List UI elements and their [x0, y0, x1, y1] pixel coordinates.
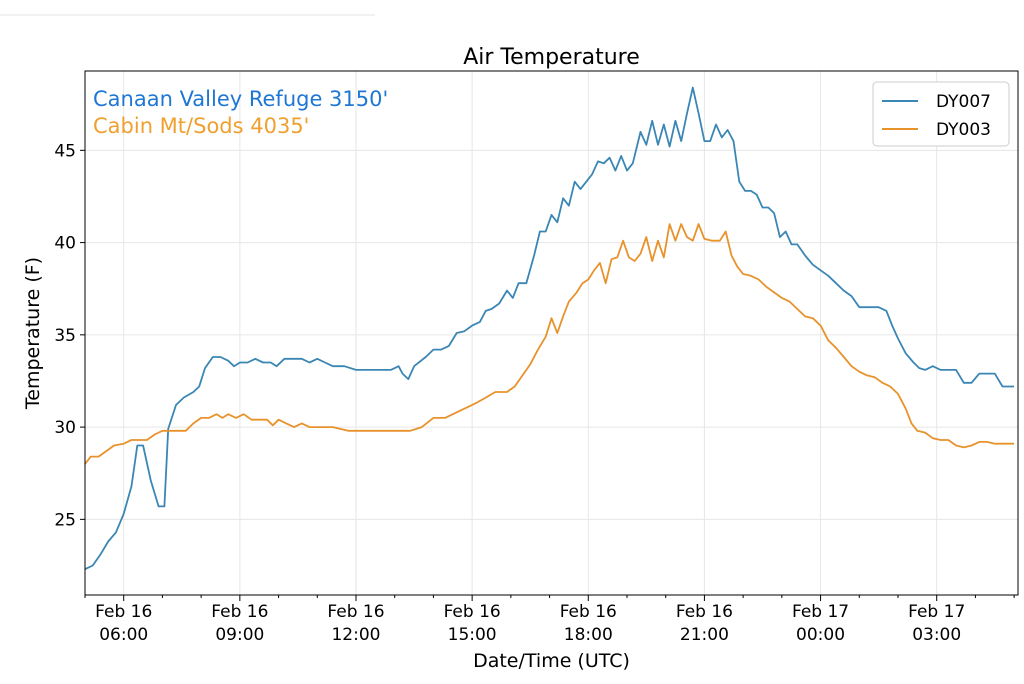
x-tick-label-time: 03:00 [912, 625, 961, 645]
station-annotation: Canaan Valley Refuge 3150' [93, 87, 388, 111]
plot-frame [84, 70, 1019, 596]
x-tick-label-date: Feb 16 [444, 602, 501, 622]
legend-label-dy007: DY007 [936, 92, 991, 112]
chart-title: Air Temperature [463, 45, 640, 70]
y-tick-label: 30 [54, 418, 76, 438]
y-tick-label: 25 [54, 510, 76, 530]
x-tick-label-time: 15:00 [448, 625, 497, 645]
x-tick-label-date: Feb 17 [908, 602, 965, 622]
x-tick-label-time: 12:00 [331, 625, 380, 645]
x-tick-label-time: 09:00 [215, 625, 264, 645]
y-axis-label: Temperature (F) [22, 257, 44, 410]
y-tick-label: 45 [54, 141, 76, 161]
x-tick-label-time: 06:00 [99, 625, 148, 645]
y-tick-label: 35 [54, 326, 76, 346]
series-line-dy007 [84, 86, 1015, 571]
header-divider [0, 14, 375, 16]
x-tick-label-time: 18:00 [564, 625, 613, 645]
legend-label-dy003: DY003 [936, 120, 991, 140]
x-tick-label-date: Feb 16 [560, 602, 617, 622]
x-tick-label-time: 21:00 [680, 625, 729, 645]
x-tick-label-date: Feb 16 [211, 602, 268, 622]
x-tick-label-time: 00:00 [796, 625, 845, 645]
x-axis-label: Date/Time (UTC) [473, 650, 630, 672]
x-tick-label-date: Feb 16 [676, 602, 733, 622]
series-line-dy003 [84, 223, 1015, 465]
x-tick-label-date: Feb 16 [327, 602, 384, 622]
x-tick-label-date: Feb 17 [792, 602, 849, 622]
y-tick-label: 40 [54, 234, 76, 254]
x-tick-label-date: Feb 16 [95, 602, 152, 622]
station-annotation: Cabin Mt/Sods 4035' [93, 114, 309, 138]
